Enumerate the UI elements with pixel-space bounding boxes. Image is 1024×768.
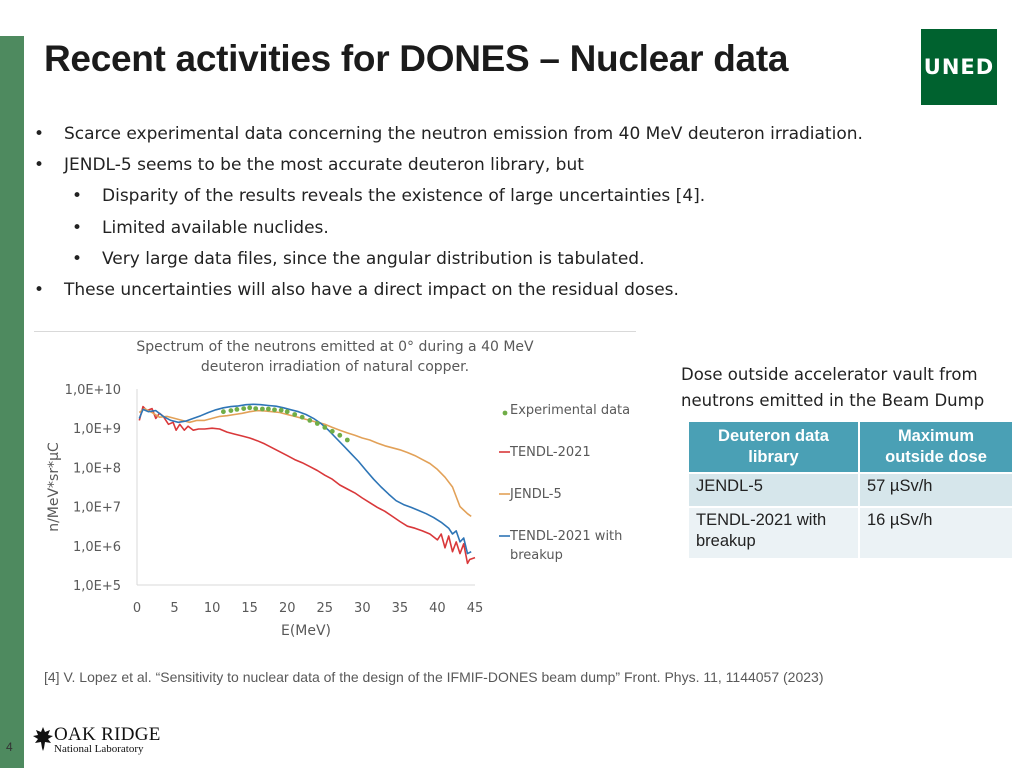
- cell-dose: 16 µSv/h: [860, 508, 1012, 558]
- series-line-tendl-2021: [138, 405, 476, 565]
- legend-label: TENDL-2021 with: [509, 529, 622, 544]
- chart-title: Spectrum of the neutrons emitted at 0° d…: [136, 339, 534, 375]
- slide-title: Recent activities for DONES – Nuclear da…: [44, 38, 789, 79]
- header-text-line: Deuteron data: [718, 427, 829, 445]
- bullet-marker: •: [34, 280, 45, 300]
- y-tick-label: 1,0E+8: [73, 461, 121, 476]
- experimental-data-point: [278, 407, 284, 413]
- legend-marker: [502, 410, 508, 416]
- bullet-text: Scarce experimental data concerning the …: [64, 124, 863, 144]
- side-accent-bar: [0, 36, 24, 768]
- experimental-data-point: [337, 432, 343, 438]
- x-axis-label: E(MeV): [281, 623, 331, 639]
- x-tick-label: 40: [429, 601, 446, 616]
- bullet-text: Limited available nuclides.: [102, 218, 329, 238]
- experimental-data-point: [322, 425, 328, 430]
- experimental-data-point: [292, 412, 298, 417]
- x-tick-label: 25: [317, 601, 334, 616]
- table-row: JENDL-5 57 µSv/h: [689, 474, 1012, 506]
- experimental-data-point: [234, 407, 240, 412]
- y-axis-label: n/MeV*sr*µC: [46, 442, 62, 532]
- experimental-data-point: [247, 405, 253, 411]
- x-tick-label: 30: [354, 601, 371, 616]
- chart-top-rule: [34, 331, 636, 332]
- experimental-data-point: [253, 406, 259, 411]
- experimental-data-point: [221, 409, 226, 415]
- bullet-text: Disparity of the results reveals the exi…: [102, 186, 706, 206]
- header-text-line: Maximum: [897, 427, 975, 445]
- dose-caption-line-1: Dose outside accelerator vault from: [681, 365, 978, 384]
- x-tick-label: 45: [467, 601, 484, 616]
- experimental-data-point: [314, 421, 320, 426]
- legend-label: breakup: [510, 548, 563, 563]
- experimental-data-point: [284, 409, 290, 415]
- experimental-data-point: [344, 437, 350, 443]
- bullet-marker: •: [72, 249, 83, 269]
- plot-area: [136, 389, 475, 586]
- cell-library: JENDL-5: [689, 474, 858, 506]
- x-tick-labels: 0 5 10 15 20 25 30 35 40 45: [133, 601, 483, 616]
- bullet-text: Very large data files, since the angular…: [102, 249, 645, 269]
- dose-table-header-row: Deuteron data library Maximum outside do…: [689, 422, 1012, 472]
- cell-text: breakup: [696, 532, 756, 550]
- chart-legend: Experimental data TENDL-2021 JENDL-5 TENDL-…: [499, 403, 630, 563]
- header-maximum-dose: Maximum outside dose: [860, 422, 1012, 472]
- cell-text: JENDL-5: [696, 477, 763, 495]
- experimental-data-point: [329, 428, 335, 434]
- reference-citation: [4] V. Lopez et al. “Sensitivity to nucl…: [44, 669, 824, 685]
- bullet-text: JENDL-5 seems to be the most accurate de…: [64, 155, 584, 175]
- y-tick-label: 1,0E+7: [73, 501, 121, 516]
- legend-label: TENDL-2021: [509, 445, 591, 460]
- chart-title-line-1: Spectrum of the neutrons emitted at 0° d…: [136, 339, 534, 355]
- neutron-spectrum-chart: Spectrum of the neutrons emitted at 0° d…: [46, 339, 630, 639]
- x-tick-label: 35: [392, 601, 409, 616]
- x-tick-label: 15: [241, 601, 258, 616]
- dose-caption-line-2: neutrons emitted in the Beam Dump: [681, 391, 985, 410]
- cell-dose: 57 µSv/h: [860, 474, 1012, 506]
- y-tick-label: 1,0E+6: [73, 540, 121, 555]
- dose-caption: Dose outside accelerator vault from neut…: [681, 362, 984, 414]
- bullet-marker: •: [72, 218, 83, 238]
- bullet-text: These uncertainties will also have a dir…: [64, 280, 679, 300]
- experimental-data-point: [266, 406, 271, 412]
- cell-text: TENDL-2021 with: [696, 511, 827, 529]
- cell-library: TENDL-2021 with breakup: [689, 508, 858, 558]
- header-text-line: outside dose: [885, 448, 987, 466]
- x-tick-label: 5: [170, 601, 178, 616]
- leaf-icon: [33, 727, 53, 751]
- y-tick-label: 1,0E+9: [73, 422, 121, 437]
- header-text-line: library: [748, 448, 799, 466]
- chart-title-line-2: deuteron irradiation of natural copper.: [201, 359, 469, 375]
- experimental-data-point: [228, 408, 234, 413]
- uned-logo-text: UNED: [923, 55, 995, 79]
- x-tick-label: 0: [133, 601, 141, 616]
- uned-logo: UNED: [921, 29, 997, 105]
- legend-label: JENDL-5: [509, 487, 562, 502]
- y-tick-labels: 1,0E+10 1,0E+9 1,0E+8 1,0E+7 1,0E+6 1,0E+5: [65, 383, 121, 594]
- experimental-data-point: [260, 406, 265, 412]
- ornl-logo: OAK RIDGE National Laboratory: [32, 724, 172, 758]
- experimental-data-point: [241, 406, 247, 411]
- header-deuteron-library: Deuteron data library: [689, 422, 858, 472]
- ornl-logo-line2: National Laboratory: [54, 743, 144, 755]
- x-tick-label: 10: [204, 601, 221, 616]
- series-layer: [138, 403, 476, 565]
- dose-table: Deuteron data library Maximum outside do…: [687, 420, 1014, 560]
- experimental-data-point: [299, 414, 305, 420]
- y-tick-label: 1,0E+5: [73, 579, 121, 594]
- bullet-marker: •: [72, 186, 83, 206]
- table-row: TENDL-2021 with breakup 16 µSv/h: [689, 508, 1012, 558]
- series-line-tendl-2021-with-breakup: [138, 403, 472, 555]
- ornl-logo-line1: OAK RIDGE: [54, 724, 161, 745]
- experimental-data-point: [307, 418, 313, 423]
- series-line-jendl-5: [138, 407, 472, 518]
- bullet-marker: •: [34, 155, 45, 175]
- x-tick-label: 20: [279, 601, 296, 616]
- experimental-data-point: [272, 407, 277, 413]
- page-number: 4: [6, 740, 13, 754]
- y-tick-label: 1,0E+10: [65, 383, 121, 398]
- legend-label: Experimental data: [510, 403, 630, 418]
- bullet-marker: •: [34, 124, 45, 144]
